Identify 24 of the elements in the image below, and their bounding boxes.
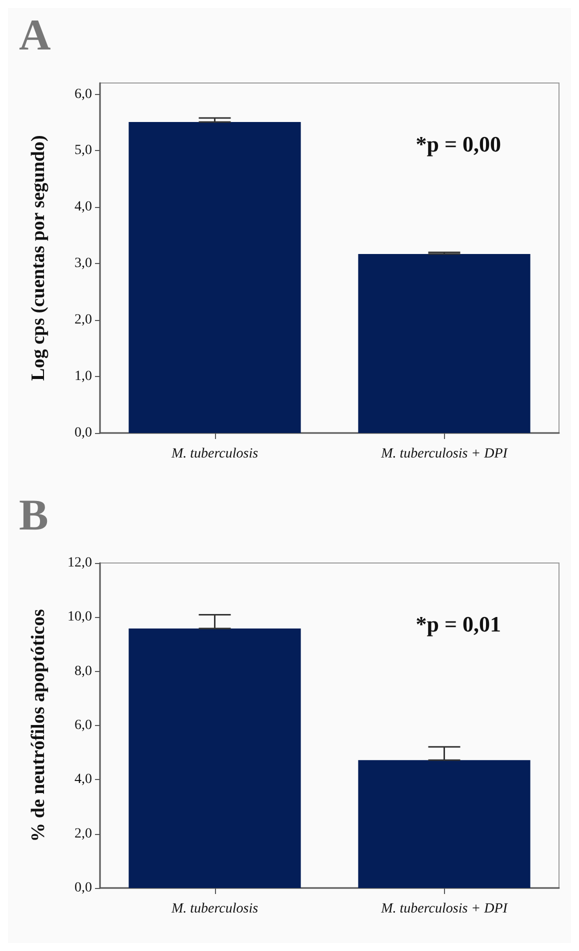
x-tick-label: M. tuberculosis + DPI <box>380 902 509 916</box>
y-axis-title: Log cps (cuentas por segundo) <box>28 135 49 381</box>
annotation: *p = 0,01 <box>416 612 502 636</box>
y-tick-label: 1,0 <box>74 369 92 384</box>
chart-title: A <box>19 10 51 60</box>
x-tick-label: M. tuberculosis + DPI <box>380 446 509 462</box>
chart-title: B <box>19 490 48 540</box>
y-tick-label: 4,0 <box>74 200 92 215</box>
y-tick-label: 6,0 <box>74 86 92 102</box>
y-tick-label: 6,0 <box>74 718 92 733</box>
y-tick-label: 8,0 <box>74 664 92 679</box>
y-tick-label: 2,0 <box>74 826 92 842</box>
x-tick-label: M. tuberculosis <box>170 446 259 462</box>
y-tick-label: 0,0 <box>74 426 92 440</box>
y-tick-label: 10,0 <box>68 610 92 625</box>
annotation: *p = 0,00 <box>416 132 502 156</box>
y-tick-label: 12,0 <box>68 556 92 570</box>
y-tick-label: 2,0 <box>74 312 92 328</box>
y-tick-label: 0,0 <box>74 880 92 896</box>
y-tick-label: 3,0 <box>74 256 92 272</box>
y-axis-title: % de neutrófilos apoptóticos <box>28 609 49 842</box>
x-tick-label: M. tuberculosis <box>170 902 259 916</box>
y-tick-label: 4,0 <box>74 772 92 788</box>
y-tick-label: 5,0 <box>74 143 92 158</box>
